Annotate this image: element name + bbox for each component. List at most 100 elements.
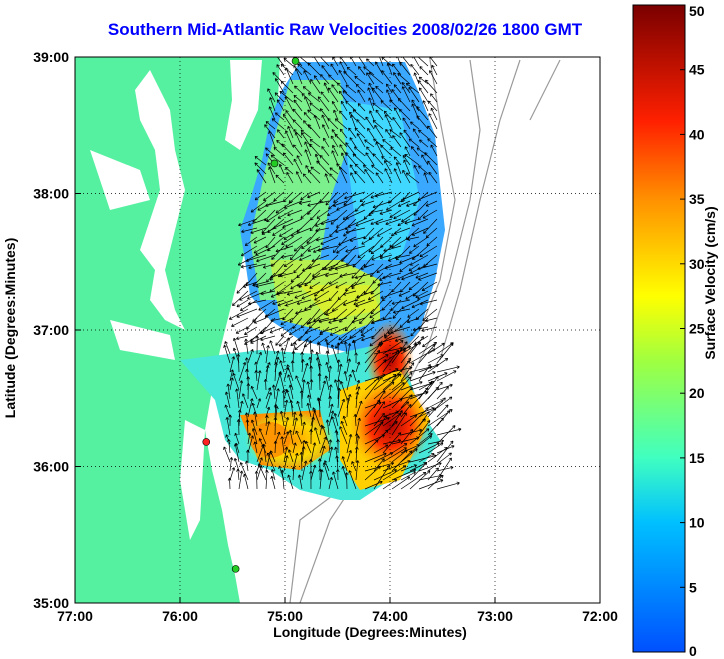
velocity-arrow bbox=[347, 218, 366, 228]
velocity-arrow bbox=[411, 99, 420, 112]
velocity-arrow bbox=[398, 290, 411, 297]
velocity-arrow bbox=[406, 200, 420, 207]
velocity-arrow bbox=[285, 166, 294, 175]
velocity-arrow bbox=[258, 428, 267, 445]
velocity-arrow bbox=[288, 429, 294, 445]
velocity-arrow bbox=[336, 245, 348, 254]
x-tick-label: 73:00 bbox=[477, 608, 513, 624]
velocity-arrow bbox=[301, 338, 309, 355]
velocity-arrow bbox=[274, 92, 285, 103]
velocity-arrow bbox=[381, 70, 393, 85]
velocity-arrow bbox=[324, 375, 330, 391]
velocity-arrow bbox=[245, 368, 249, 382]
velocity-arrow bbox=[328, 384, 333, 400]
velocity-arrow bbox=[342, 290, 357, 296]
colorbar-tick-label: 45 bbox=[689, 62, 705, 78]
velocity-arrow bbox=[355, 299, 375, 308]
velocity-arrow bbox=[402, 169, 411, 184]
velocity-arrow bbox=[282, 218, 303, 229]
velocity-arrow bbox=[229, 369, 234, 382]
velocity-arrow bbox=[273, 417, 278, 436]
velocity-arrow bbox=[287, 474, 294, 490]
velocity-arrow bbox=[256, 169, 267, 184]
velocity-arrow bbox=[373, 359, 387, 373]
velocity-arrow bbox=[356, 290, 375, 299]
x-tick-label: 77:00 bbox=[57, 608, 93, 624]
velocity-arrow bbox=[430, 107, 438, 121]
velocity-arrow bbox=[276, 64, 285, 76]
velocity-arrow bbox=[362, 164, 375, 175]
velocity-arrow bbox=[334, 133, 348, 148]
velocity-arrow bbox=[228, 308, 249, 320]
velocity-arrow bbox=[315, 351, 321, 364]
velocity-arrow bbox=[320, 281, 339, 292]
velocity-arrow bbox=[277, 209, 294, 219]
velocity-arrow bbox=[355, 446, 359, 463]
velocity-arrow bbox=[373, 458, 385, 472]
velocity-arrow bbox=[301, 440, 306, 454]
velocity-arrow bbox=[300, 191, 312, 201]
x-tick-label: 76:00 bbox=[162, 608, 198, 624]
velocity-arrow bbox=[302, 263, 321, 272]
velocity-arrow bbox=[290, 272, 303, 283]
velocity-arrow bbox=[416, 115, 429, 130]
velocity-arrow bbox=[401, 86, 411, 103]
velocity-arrow bbox=[257, 463, 267, 481]
velocity-arrow bbox=[307, 124, 321, 139]
velocity-arrow bbox=[304, 96, 312, 112]
velocity-arrow bbox=[307, 62, 321, 76]
velocity-arrow bbox=[277, 299, 294, 307]
velocity-arrow bbox=[352, 109, 366, 121]
velocity-arrow bbox=[341, 456, 348, 472]
velocity-arrow bbox=[366, 146, 375, 157]
velocity-arrow bbox=[283, 416, 290, 436]
velocity-arrow bbox=[262, 263, 276, 269]
velocity-arrow bbox=[265, 121, 276, 130]
velocity-arrow bbox=[328, 365, 333, 382]
velocity-arrow bbox=[327, 209, 339, 217]
velocity-arrow bbox=[270, 272, 285, 279]
colorbar-tick-label: 50 bbox=[689, 3, 705, 19]
velocity-arrow bbox=[371, 164, 384, 175]
velocity-arrow bbox=[385, 128, 393, 139]
velocity-arrow bbox=[238, 380, 244, 400]
colorbar-ticks: 0 5 10 15 20 25 30 35 40 45 50 bbox=[680, 3, 705, 659]
velocity-arrow bbox=[328, 395, 333, 409]
velocity-arrow bbox=[369, 308, 384, 319]
velocity-arrow bbox=[366, 72, 375, 85]
velocity-arrow bbox=[304, 141, 312, 157]
velocity-arrow bbox=[292, 417, 298, 436]
velocity-arrow bbox=[317, 398, 322, 418]
velocity-arrow bbox=[278, 163, 285, 175]
velocity-arrow bbox=[391, 410, 403, 427]
velocity-arrow bbox=[436, 365, 460, 373]
velocity-arrow bbox=[292, 442, 297, 454]
velocity-arrow bbox=[360, 317, 375, 334]
velocity-arrow bbox=[337, 387, 342, 409]
velocity-arrow bbox=[409, 254, 429, 266]
velocity-arrow bbox=[404, 146, 411, 157]
velocity-arrow bbox=[280, 326, 294, 337]
velocity-arrow bbox=[312, 407, 321, 427]
velocity-arrow bbox=[236, 308, 258, 318]
velocity-arrow bbox=[293, 158, 303, 175]
velocity-arrow bbox=[237, 409, 242, 427]
velocity-arrow bbox=[268, 130, 276, 148]
velocity-arrow bbox=[315, 227, 330, 233]
velocity-arrow bbox=[418, 453, 435, 463]
velocity-arrow bbox=[384, 160, 393, 175]
velocity-arrow bbox=[298, 413, 303, 427]
velocity-arrow bbox=[293, 94, 303, 103]
velocity-arrow bbox=[331, 100, 339, 112]
velocity-arrow bbox=[319, 191, 330, 203]
velocity-arrow bbox=[425, 79, 438, 94]
colorbar-tick-label: 40 bbox=[689, 126, 705, 142]
velocity-arrow bbox=[309, 429, 313, 445]
velocity-arrow bbox=[413, 164, 420, 175]
velocity-arrow bbox=[247, 398, 254, 418]
velocity-arrow bbox=[317, 373, 322, 391]
velocity-arrow bbox=[373, 401, 385, 418]
velocity-arrow bbox=[334, 379, 339, 391]
radar-stations bbox=[202, 57, 300, 573]
velocity-arrow bbox=[330, 135, 339, 148]
